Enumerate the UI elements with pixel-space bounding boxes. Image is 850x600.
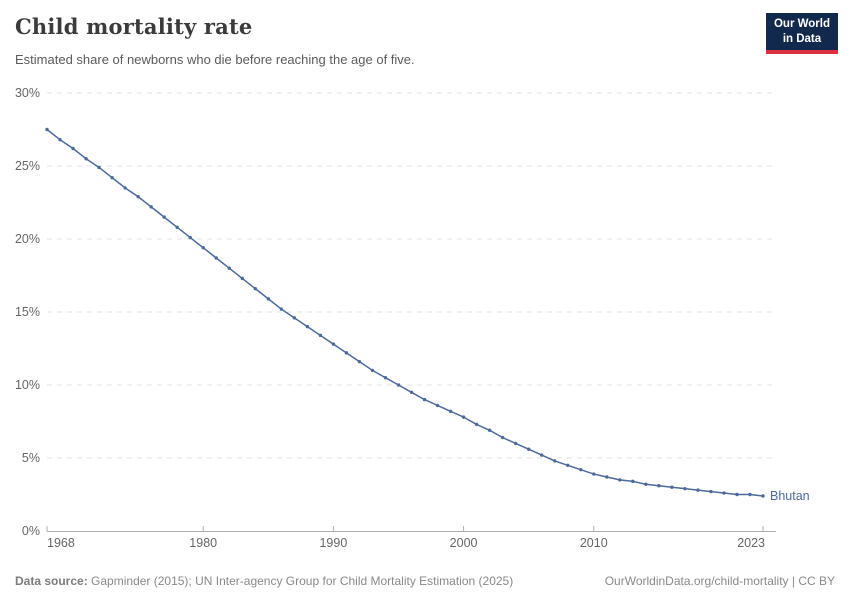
x-axis-label: 2000: [450, 536, 478, 550]
data-point-marker[interactable]: [58, 138, 62, 142]
data-point-marker[interactable]: [748, 492, 752, 497]
data-source-label: Data source:: [15, 574, 88, 588]
data-source-note: Data source: Gapminder (2015); UN Inter-…: [15, 574, 513, 588]
y-axis-label: 20%: [15, 232, 40, 246]
data-point-marker[interactable]: [71, 146, 75, 151]
data-point-marker[interactable]: [305, 324, 310, 329]
y-axis-label: 30%: [15, 86, 40, 100]
data-point-marker[interactable]: [605, 475, 609, 479]
x-axis-label: 1968: [47, 536, 75, 550]
x-axis-label: 1980: [189, 536, 217, 550]
data-point-marker[interactable]: [188, 235, 192, 240]
data-point-marker[interactable]: [631, 479, 635, 484]
data-point-marker[interactable]: [227, 266, 231, 270]
x-axis-label: 2023: [737, 536, 765, 550]
y-axis-label: 10%: [15, 378, 40, 392]
data-point-marker[interactable]: [579, 467, 583, 472]
data-point-marker[interactable]: [422, 397, 427, 402]
data-point-marker[interactable]: [357, 359, 362, 364]
data-point-marker[interactable]: [487, 428, 492, 432]
y-axis-label: 25%: [15, 159, 40, 173]
data-point-marker[interactable]: [84, 157, 88, 161]
data-point-marker[interactable]: [409, 390, 414, 394]
data-point-marker[interactable]: [618, 478, 622, 482]
data-point-marker[interactable]: [513, 441, 518, 446]
data-point-marker[interactable]: [370, 368, 375, 373]
data-point-marker[interactable]: [123, 186, 127, 190]
data-point-marker[interactable]: [474, 422, 479, 427]
y-axis-label: 15%: [15, 305, 40, 319]
series-label-bhutan[interactable]: Bhutan: [770, 489, 810, 503]
data-point-marker[interactable]: [435, 403, 440, 408]
data-point-marker[interactable]: [292, 316, 297, 320]
chart-footer: Data source: Gapminder (2015); UN Inter-…: [15, 574, 835, 588]
data-point-marker[interactable]: [136, 194, 140, 199]
data-point-marker[interactable]: [214, 256, 218, 260]
data-point-marker[interactable]: [761, 494, 765, 498]
data-point-marker[interactable]: [149, 205, 153, 209]
data-point-marker[interactable]: [539, 453, 544, 457]
data-point-marker[interactable]: [566, 463, 570, 467]
data-point-marker[interactable]: [344, 351, 349, 355]
chart-title: Child mortality rate: [15, 14, 253, 39]
data-point-marker[interactable]: [253, 286, 257, 291]
data-point-marker[interactable]: [461, 415, 466, 419]
x-axis-label: 2010: [580, 536, 608, 550]
data-point-marker[interactable]: [670, 485, 674, 489]
data-point-marker[interactable]: [709, 489, 713, 494]
data-point-marker[interactable]: [97, 165, 101, 170]
data-point-marker[interactable]: [500, 435, 505, 440]
owid-logo[interactable]: Our World in Data: [765, 13, 838, 54]
owid-logo-line2: in Data: [782, 32, 822, 45]
data-point-marker[interactable]: [696, 488, 700, 492]
data-point-marker[interactable]: [383, 376, 388, 380]
data-point-marker[interactable]: [318, 333, 323, 338]
data-point-marker[interactable]: [331, 342, 336, 346]
data-point-marker[interactable]: [240, 276, 244, 281]
data-point-marker[interactable]: [683, 486, 687, 491]
data-point-marker[interactable]: [644, 482, 648, 486]
data-point-marker[interactable]: [162, 215, 166, 219]
data-point-marker[interactable]: [553, 459, 557, 463]
data-point-marker[interactable]: [45, 127, 49, 132]
data-point-marker[interactable]: [448, 409, 453, 413]
y-axis-label: 5%: [22, 451, 40, 465]
data-point-marker[interactable]: [592, 472, 596, 476]
data-source-text: Gapminder (2015); UN Inter-agency Group …: [91, 574, 514, 588]
y-axis-label: 0%: [22, 524, 40, 538]
owid-logo-line1: Our World: [773, 18, 830, 30]
data-point-marker[interactable]: [279, 307, 284, 311]
bhutan-line[interactable]: [46, 128, 764, 497]
chart-subtitle: Estimated share of newborns who die befo…: [15, 52, 415, 67]
data-point-marker[interactable]: [110, 175, 114, 180]
data-point-marker[interactable]: [396, 383, 401, 387]
data-point-marker[interactable]: [735, 492, 739, 497]
owid-url-license: OurWorldinData.org/child-mortality | CC …: [604, 574, 835, 588]
chart-canvas: 0% 5% 10% 15% 20% 25% 30% 1968 1980 1990 2000 2010 2…: [15, 86, 810, 550]
data-point-marker[interactable]: [657, 484, 661, 488]
data-point-marker[interactable]: [722, 491, 726, 495]
data-point-marker[interactable]: [526, 447, 531, 451]
data-point-marker[interactable]: [175, 225, 179, 230]
data-point-marker[interactable]: [266, 297, 271, 301]
data-point-marker[interactable]: [201, 246, 205, 250]
x-axis-label: 1990: [319, 536, 347, 550]
